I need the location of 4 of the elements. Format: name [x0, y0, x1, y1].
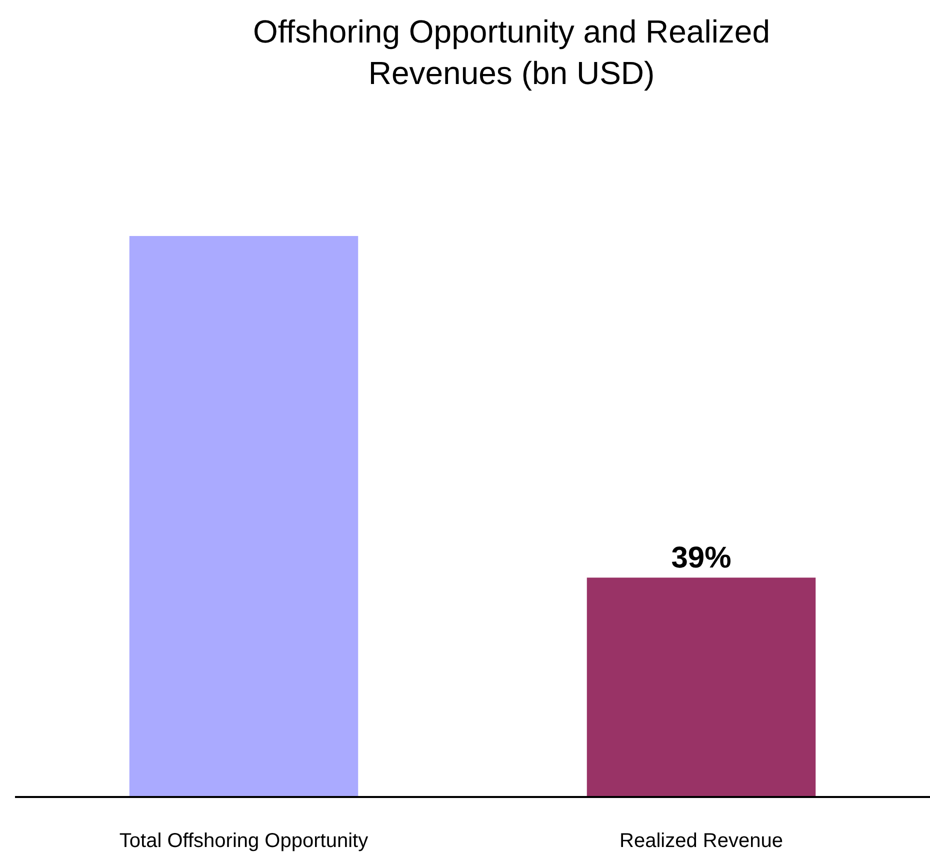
chart-title: Offshoring Opportunity and Realized Revenues (bn USD) — [252, 14, 770, 92]
x-tick-label: Realized Revenue — [620, 830, 783, 852]
x-tick-label: Total Offshoring Opportunity — [119, 830, 368, 852]
data-label: 39% — [671, 542, 732, 575]
